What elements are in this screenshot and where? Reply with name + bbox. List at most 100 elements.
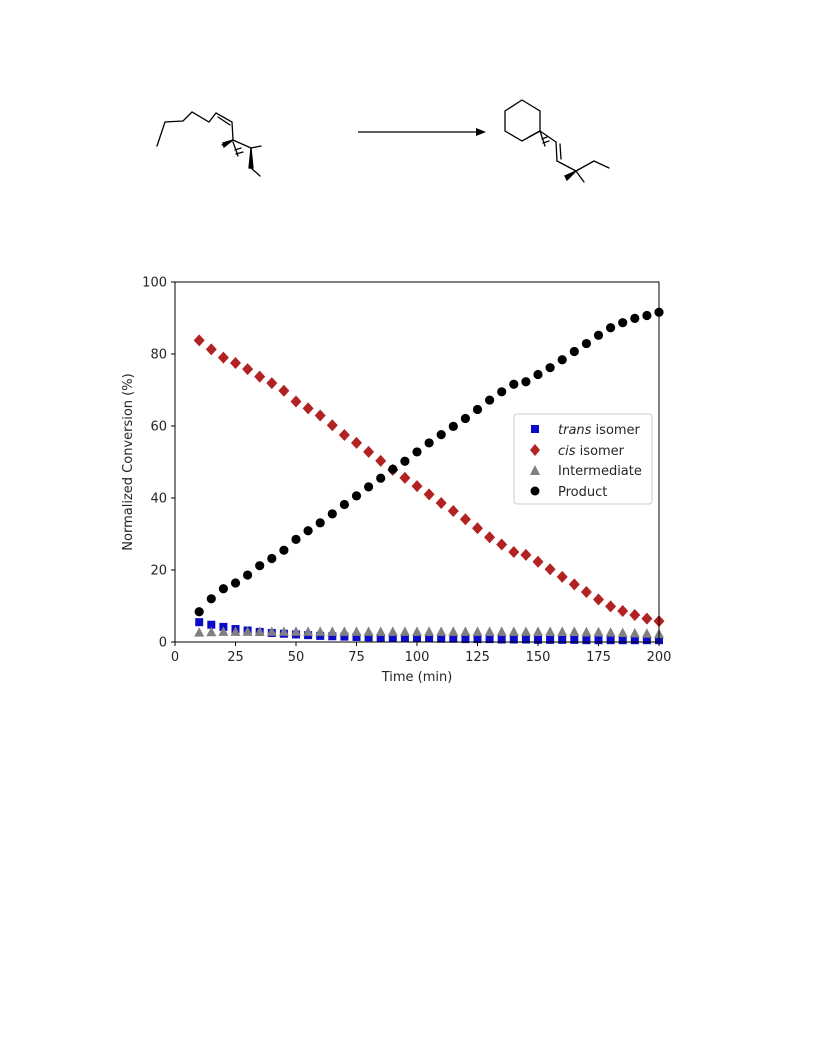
x-tick-label: 50 <box>288 650 305 665</box>
trans-point <box>400 634 409 643</box>
trans-point <box>642 636 651 645</box>
trans-point <box>509 635 518 644</box>
x-tick-label: 0 <box>171 650 179 665</box>
trans-point <box>594 636 603 645</box>
legend-marker-square <box>531 425 539 433</box>
intermediate-point <box>291 626 301 636</box>
trans-point <box>413 634 421 643</box>
product-point <box>460 413 470 424</box>
trans-point <box>352 632 361 641</box>
intermediate-point <box>242 626 253 636</box>
intermediate-point <box>545 626 556 636</box>
product-point <box>376 473 386 483</box>
y-tick-label: 20 <box>150 564 167 579</box>
product-point <box>230 578 241 588</box>
product-point <box>642 310 652 321</box>
legend-label-product: Product <box>558 485 607 500</box>
trans-point <box>546 635 555 644</box>
plot-marks <box>193 307 665 645</box>
intermediate-point <box>520 626 531 636</box>
product-point <box>279 545 289 555</box>
cis-point <box>278 384 290 397</box>
product-point <box>424 438 434 448</box>
trans-point <box>364 633 373 642</box>
trans-point <box>437 634 446 643</box>
cis-point <box>423 488 435 501</box>
product-point <box>400 456 410 466</box>
legend: trans isomer cis isomer Intermediate Pro… <box>513 413 653 505</box>
intermediate-point <box>605 627 616 637</box>
cis-point <box>217 351 229 364</box>
product-point <box>194 607 204 617</box>
cis-point <box>266 377 278 390</box>
intermediate-point <box>460 626 471 636</box>
cis-point <box>580 585 592 598</box>
product-point <box>412 447 422 457</box>
intermediate-point <box>472 626 483 636</box>
cis-point <box>472 522 483 535</box>
x-tick-label: 200 <box>647 650 672 665</box>
intermediate-point <box>424 626 435 636</box>
legend-frame <box>513 413 653 505</box>
cis-point <box>314 409 326 422</box>
intermediate-point <box>339 626 350 636</box>
product-point <box>388 464 398 474</box>
intermediate-point <box>351 626 362 636</box>
cis-point <box>544 563 556 576</box>
trans-point <box>497 635 506 644</box>
product-point <box>255 561 265 571</box>
product-point <box>267 553 277 564</box>
product-point <box>521 377 531 387</box>
y-axis-label: Normalized Conversion (%) <box>121 373 136 550</box>
x-tick-label: 150 <box>526 650 551 665</box>
cis-point <box>242 363 254 376</box>
trans-point <box>606 636 615 645</box>
intermediate-point <box>496 626 507 636</box>
x-axis: 0 25 50 75 100 125 150 175 200 <box>171 642 672 665</box>
cis-point <box>338 429 350 441</box>
product-point <box>448 421 458 431</box>
cis-point <box>363 445 375 458</box>
legend-marker-circle <box>530 486 540 496</box>
cis-point <box>290 395 302 408</box>
intermediate-point <box>363 626 374 636</box>
intermediate-point <box>303 626 314 636</box>
cis-point <box>605 600 617 613</box>
trans-point <box>207 620 216 629</box>
trans-point <box>534 635 542 644</box>
cis-point <box>302 402 314 415</box>
x-tick-label: 25 <box>227 650 244 665</box>
x-tick-label: 175 <box>586 650 611 665</box>
product-point <box>206 594 216 604</box>
y-tick-label: 80 <box>150 348 167 363</box>
product-point <box>533 369 543 380</box>
cis-point <box>617 605 629 618</box>
legend-item-trans: trans isomer <box>531 423 641 438</box>
product-point <box>509 379 519 389</box>
y-tick-label: 0 <box>159 636 167 651</box>
intermediate-point <box>206 626 217 637</box>
cis-point <box>399 471 411 484</box>
intermediate-point <box>412 626 422 636</box>
intermediate-point <box>448 626 459 636</box>
product-point <box>436 430 446 440</box>
cis-point <box>641 612 653 625</box>
y-tick-label: 100 <box>142 276 167 291</box>
intermediate-point <box>629 627 640 638</box>
product-point <box>243 570 253 580</box>
intermediate-point <box>266 626 277 636</box>
trans-point <box>521 635 530 644</box>
intermediate-point <box>230 626 241 636</box>
y-tick-label: 40 <box>150 492 167 507</box>
trans-point <box>582 636 591 645</box>
product-point <box>364 482 374 492</box>
intermediate-point <box>399 626 410 636</box>
product-structure <box>504 99 610 183</box>
cis-point <box>411 480 423 493</box>
product-point <box>497 387 507 397</box>
intermediate-point <box>375 626 386 636</box>
product-point <box>618 318 628 328</box>
product-point <box>630 313 640 323</box>
intermediate-point <box>254 626 265 636</box>
